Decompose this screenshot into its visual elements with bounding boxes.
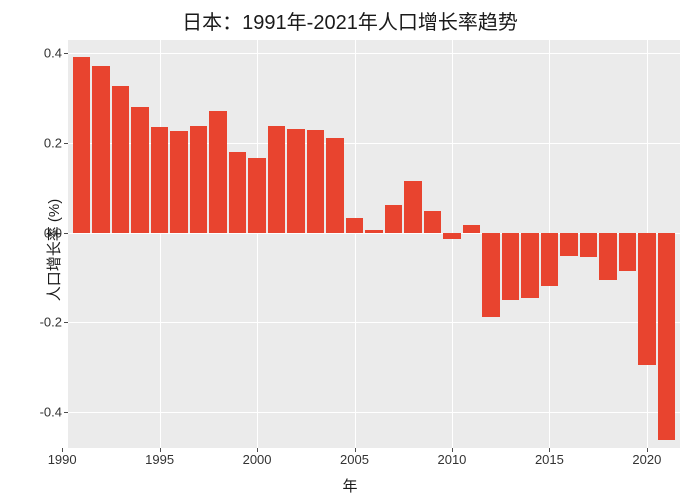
x-axis-label: 年 xyxy=(0,475,700,496)
bar xyxy=(268,126,286,233)
bar xyxy=(73,57,91,233)
bar xyxy=(92,66,110,233)
xtick-label: 1995 xyxy=(145,448,174,467)
bar xyxy=(287,129,305,233)
bar xyxy=(131,107,149,233)
bar xyxy=(541,233,559,286)
bar xyxy=(502,233,520,300)
bar xyxy=(248,158,266,232)
bar xyxy=(346,218,364,232)
xtick-label: 2015 xyxy=(535,448,564,467)
ytick-label: -0.2 xyxy=(40,315,68,330)
gridline-v xyxy=(355,40,356,448)
xtick-label: 2010 xyxy=(437,448,466,467)
ytick-label: 0.4 xyxy=(44,46,68,61)
plot-panel: -0.4-0.20.00.20.419901995200020052010201… xyxy=(68,40,680,448)
bar xyxy=(658,233,676,440)
ytick-label: 0.0 xyxy=(44,225,68,240)
bar xyxy=(404,181,422,233)
bar xyxy=(599,233,617,281)
bar xyxy=(638,233,656,366)
xtick-label: 2020 xyxy=(632,448,661,467)
gridline-v xyxy=(257,40,258,448)
xtick-label: 2005 xyxy=(340,448,369,467)
bar xyxy=(229,152,247,233)
gridline-v xyxy=(160,40,161,448)
gridline-v xyxy=(62,40,63,448)
bar xyxy=(443,233,461,239)
bar xyxy=(190,126,208,233)
bar xyxy=(521,233,539,298)
bar xyxy=(365,230,383,233)
ytick-label: -0.4 xyxy=(40,405,68,420)
bar xyxy=(580,233,598,258)
bar xyxy=(170,131,188,233)
chart-title: 日本：1991年-2021年人口增长率趋势 xyxy=(0,6,700,35)
gridline-v xyxy=(452,40,453,448)
bar xyxy=(482,233,500,317)
xtick-label: 2000 xyxy=(243,448,272,467)
bar xyxy=(463,225,481,233)
bar xyxy=(424,211,442,233)
chart-container: 日本：1991年-2021年人口增长率趋势 年 人口增长率 (%) -0.4-0… xyxy=(0,0,700,500)
bar xyxy=(112,86,130,233)
bar xyxy=(385,205,403,233)
bar xyxy=(151,127,169,232)
bar xyxy=(326,138,344,233)
bar xyxy=(619,233,637,271)
xtick-label: 1990 xyxy=(48,448,77,467)
bar xyxy=(560,233,578,256)
y-axis-label: 人口增长率 (%) xyxy=(43,199,64,302)
bar xyxy=(307,130,325,233)
ytick-label: 0.2 xyxy=(44,136,68,151)
bar xyxy=(209,111,227,233)
